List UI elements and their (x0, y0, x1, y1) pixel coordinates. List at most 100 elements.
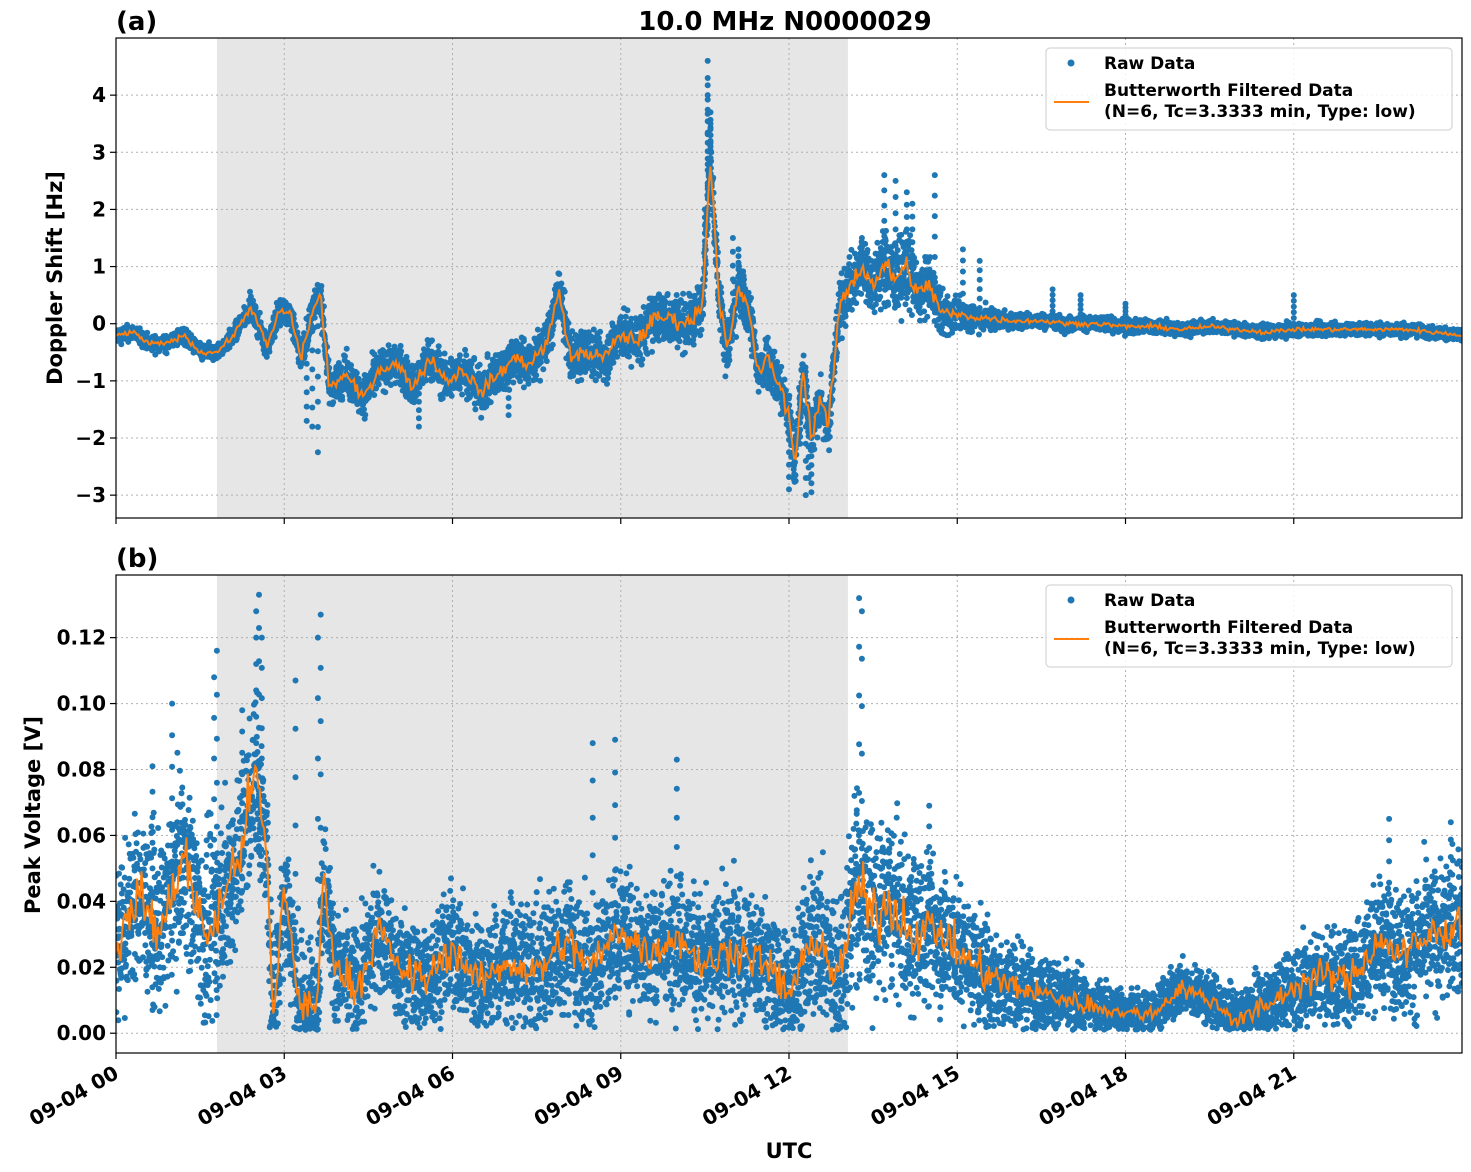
panel-a-raw-point (375, 381, 382, 388)
panel-a-raw-point (622, 313, 629, 320)
panel-a-raw-point (339, 393, 346, 400)
panel-a-raw-point (745, 289, 752, 296)
panel-a-raw-point (638, 361, 645, 368)
panel-a-raw-point (487, 399, 494, 406)
panel-a-data-layer (116, 57, 1462, 499)
panel-a-raw-point (681, 349, 688, 356)
panel-a-raw-point (540, 366, 547, 373)
panel-a-raw-point (247, 288, 253, 295)
panel-a-raw-point (755, 388, 762, 395)
panel-a-raw-point (690, 341, 697, 348)
panel-a-raw-point (263, 353, 270, 360)
panel-a-raw-point (144, 329, 151, 336)
panel-a-raw-point (874, 239, 881, 246)
panel-a-raw-point (864, 247, 871, 253)
panel-a-raw-point (680, 290, 687, 297)
panel-a-raw-point (838, 335, 845, 342)
panel-a-raw-point (533, 372, 540, 379)
panel-a-raw-point (353, 370, 360, 376)
panel-a-ylabel: Doppler Shift [Hz] (43, 171, 67, 385)
panel-a-raw-point (463, 352, 470, 359)
panel-a-raw-point (907, 232, 914, 239)
panel-a-raw-point (792, 472, 799, 479)
panel-a-raw-point (472, 406, 479, 413)
panel-a-raw-point (371, 392, 378, 398)
panel-a-raw-point (441, 350, 448, 357)
panel-a-raw-point (792, 478, 799, 484)
panel-a-raw-point (913, 259, 920, 266)
panel-a-raw-point (877, 293, 884, 300)
panel-a-raw-point (543, 358, 550, 365)
panel-a-raw-point (435, 343, 442, 350)
panel-a-raw-point (771, 348, 778, 355)
panel-a-raw-point (362, 411, 369, 418)
panel-a-raw-point (604, 380, 610, 387)
panel-a-raw-point (398, 348, 405, 355)
panel-a-raw-point (565, 320, 572, 326)
panel-a-raw-point (626, 353, 632, 360)
panel-a-raw-point (163, 350, 170, 357)
panel-a-raw-point (698, 326, 705, 333)
panel-a-raw-point (578, 377, 585, 383)
panel-a-raw-point (800, 352, 807, 359)
panel-a-raw-point (271, 334, 278, 341)
panel-a-raw-point (456, 352, 463, 359)
panel-a-raw-point (561, 288, 568, 295)
panel-a-raw-point (462, 346, 469, 353)
panel-a-raw-point (537, 377, 544, 384)
panel-a-raw-point (939, 285, 946, 292)
panel-a-raw-point (848, 306, 855, 313)
panel-a-raw-point (726, 357, 733, 364)
panel-a-raw-point (301, 353, 308, 359)
figure-title: 10.0 MHz N0000029 (638, 7, 931, 37)
panel-a-raw-point (858, 290, 865, 297)
panel-a-raw-point (476, 361, 483, 368)
panel-a-raw-point (628, 363, 635, 370)
panel-a-raw-point (673, 292, 680, 298)
panel-a-raw-point (549, 341, 556, 348)
panel-a-raw-point (817, 371, 824, 378)
panel-a-raw-point (556, 271, 563, 277)
panel-a-raw-point (459, 391, 466, 398)
panel-a-raw-point (871, 309, 878, 316)
panel-a-raw-point (944, 293, 951, 300)
panel-a-raw-point (781, 376, 788, 383)
panel-a-raw-point (818, 389, 825, 396)
panel-a-raw-point (792, 459, 798, 466)
panel-a-raw-point (749, 308, 756, 315)
panel-a-raw-point (885, 301, 892, 308)
panel-a-raw-point (266, 348, 273, 355)
panel-a-raw-point (814, 434, 821, 441)
panel-a-raw-point (639, 356, 646, 363)
panel-a-raw-point (311, 314, 318, 321)
panel-a-raw-point (872, 301, 879, 308)
panel-a-raw-point (846, 254, 853, 260)
panel-a-raw-point (537, 359, 544, 366)
panel-a-raw-point (330, 399, 337, 406)
panel-a-raw-point (908, 312, 915, 318)
panel-a-raw-point (853, 300, 860, 307)
panel-a-raw-point (826, 433, 833, 440)
panel-a-raw-point (361, 406, 367, 413)
panel-a-raw-point (826, 447, 833, 454)
panel-a-raw-point (733, 334, 740, 340)
panel-a-raw-point (404, 358, 411, 365)
panel-a-raw-point (355, 375, 362, 382)
panel-a-raw-point (624, 307, 631, 314)
panel-a-raw-point (397, 342, 404, 349)
panel-a-raw-point (842, 323, 849, 329)
panel-a-raw-point (256, 309, 263, 316)
panel-a-raw-point (343, 345, 350, 352)
panel-a-raw-point (471, 355, 478, 361)
panel-a-raw-point (883, 227, 889, 234)
panel-a-raw-point (318, 283, 325, 289)
panel-a-raw-point (921, 308, 928, 315)
panel-a-raw-point (484, 351, 491, 358)
panel-a-raw-point (895, 302, 902, 309)
panel-a-raw-point (422, 377, 429, 384)
panel-a-raw-point (649, 348, 655, 355)
panel-a-raw-point (252, 304, 259, 311)
panel-a-shaded-interval (216, 38, 848, 518)
panel-a-raw-point (674, 344, 681, 351)
panel-a-raw-point (558, 280, 565, 287)
